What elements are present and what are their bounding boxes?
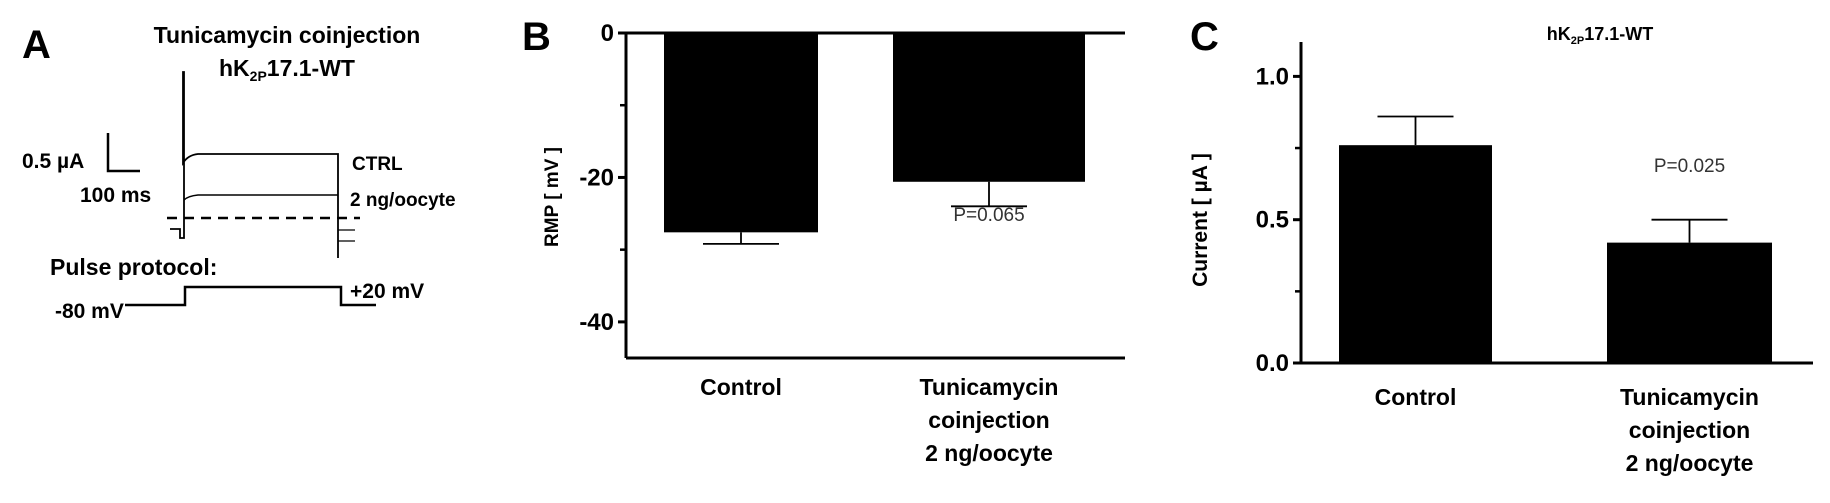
trace-label-2ng: 2 ng/oocyte xyxy=(350,190,456,211)
title-prefix: hK xyxy=(1547,24,1571,44)
bar-tunicamycin xyxy=(1607,242,1772,363)
trace-label-ctrl: CTRL xyxy=(352,154,403,175)
x-category-label: Tunicamycin xyxy=(920,374,1059,400)
title-suffix: 17.1-WT xyxy=(1584,24,1653,44)
error-bar xyxy=(703,232,779,245)
bar-control xyxy=(1339,145,1492,363)
y-axis-label-c: Current [ µA ] xyxy=(1189,153,1212,287)
error-bar xyxy=(1651,218,1728,243)
trace-tail xyxy=(338,229,355,242)
panel-a-title-line1: Tunicamycin coinjection xyxy=(154,22,421,48)
scale-bar xyxy=(106,133,140,173)
x-category-label: coinjection xyxy=(1629,417,1750,443)
x-category-label: Tunicamycin xyxy=(1620,384,1759,410)
pulse-protocol-label: Pulse protocol: xyxy=(50,254,217,280)
x-category-label: Control xyxy=(700,374,782,400)
y-tick-label: -40 xyxy=(579,309,614,336)
panel-letter-c: C xyxy=(1190,15,1219,59)
panel-a: A Tunicamycin coinjection hK2P17.1-WT 0.… xyxy=(22,22,456,323)
scale-time-label: 100 ms xyxy=(80,184,151,207)
title-subscript: 2P xyxy=(250,68,267,84)
y-tick-label: 0 xyxy=(601,20,614,47)
scale-current-label: 0.5 µA xyxy=(22,150,84,173)
error-bar xyxy=(1377,115,1454,146)
panel-b: B RMP [ mV ] 0 -20 -40 Control Tunicamycin co… xyxy=(522,15,1125,466)
x-category-label: 2 ng/oocyte xyxy=(925,440,1053,466)
bar-tunicamycin xyxy=(893,33,1085,182)
panel-c: C hK2P17.1-WT Current [ µA ] 0.0 0.5 1.0 Co… xyxy=(1189,15,1813,476)
x-category-label: Control xyxy=(1375,384,1457,410)
pulse-protocol-trace xyxy=(125,285,376,307)
x-category-label: coinjection xyxy=(928,407,1049,433)
y-tick-label: 1.0 xyxy=(1256,63,1289,90)
y-tick-label: 0.5 xyxy=(1256,207,1289,234)
trace-2ng xyxy=(183,194,338,201)
holding-potential-label: -80 mV xyxy=(55,300,124,323)
title-subscript: 2P xyxy=(1571,35,1584,47)
y-tick-label: 0.0 xyxy=(1256,350,1289,377)
bar-control xyxy=(664,33,818,233)
x-category-label: 2 ng/oocyte xyxy=(1626,450,1754,476)
title-suffix: 17.1-WT xyxy=(267,55,355,81)
y-tick-label: -20 xyxy=(579,164,614,191)
panel-letter-a: A xyxy=(22,23,51,67)
error-bar xyxy=(951,181,1027,208)
panel-c-title: hK2P17.1-WT xyxy=(1547,24,1653,47)
trace-ctrl xyxy=(170,71,339,258)
panel-letter-b: B xyxy=(522,15,551,59)
p-value-annotation: P=0.025 xyxy=(1654,156,1725,177)
test-potential-label: +20 mV xyxy=(350,280,424,303)
panel-a-title-line2: hK2P17.1-WT xyxy=(219,55,355,84)
p-value-annotation: P=0.065 xyxy=(953,205,1024,226)
title-prefix: hK xyxy=(219,55,250,81)
y-axis-label-b: RMP [ mV ] xyxy=(542,147,563,247)
